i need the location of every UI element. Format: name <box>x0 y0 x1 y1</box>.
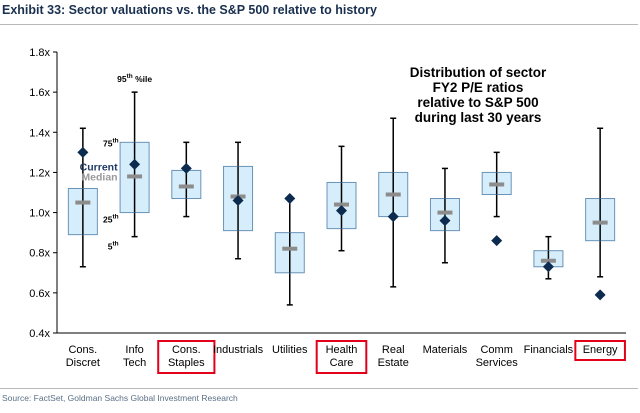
annotation-95th-part: 95 <box>117 74 127 84</box>
chart-headline-line: Distribution of sector <box>410 65 547 80</box>
current-marker <box>129 158 141 170</box>
annotation-95th-percentile: 95th %ile <box>117 73 152 84</box>
highlight-frame <box>315 340 368 374</box>
x-category-label: Financials <box>524 344 574 356</box>
y-tick-label: 1.4x <box>29 127 50 139</box>
annotation-25th-percentile-suffix: th <box>112 214 118 221</box>
annotation-75th-percentile: 75th <box>103 137 119 148</box>
axes: 0.4x0.6x0.8x1.0x1.2x1.4x1.6x1.8xCons.Dis… <box>29 47 626 374</box>
y-tick-label: 1.6x <box>29 87 50 99</box>
median-marker <box>489 182 505 187</box>
title-divider <box>0 24 638 25</box>
y-tick-label: 0.8x <box>29 248 50 260</box>
x-category-label: Cons. <box>172 344 201 356</box>
median-marker <box>540 258 556 263</box>
y-tick-label: 0.4x <box>29 328 50 340</box>
x-category-label: Utilities <box>272 344 308 356</box>
x-category-label: Info <box>125 344 143 356</box>
x-category-label: Tech <box>123 357 146 369</box>
sector-valuation-box-chart: 0.4x0.6x0.8x1.0x1.2x1.4x1.6x1.8xCons.Dis… <box>29 47 626 374</box>
y-tick-label: 1.0x <box>29 208 50 220</box>
x-category-label: Discret <box>66 357 100 369</box>
current-marker <box>439 215 451 227</box>
current-marker <box>77 146 89 158</box>
current-marker <box>232 195 244 207</box>
median-marker <box>385 192 401 197</box>
current-marker <box>284 193 296 205</box>
median-marker <box>282 246 298 251</box>
y-tick-label: 1.2x <box>29 167 50 179</box>
current-marker <box>180 162 192 174</box>
highlight-frame <box>157 340 216 374</box>
annotation-25th-percentile-value: 25 <box>103 215 113 225</box>
annotation-5th-percentile-suffix: th <box>112 241 118 248</box>
source-divider <box>0 388 638 389</box>
annotation-5th-percentile-value: 5 <box>108 242 113 252</box>
highlight-frame <box>574 340 626 361</box>
annotation-95th-part: th <box>127 73 133 80</box>
median-marker <box>127 174 143 179</box>
exhibit-title: Exhibit 33: Sector valuations vs. the S&… <box>2 3 377 17</box>
source-note: Source: FactSet, Goldman Sachs Global In… <box>2 393 238 403</box>
median-marker <box>334 202 349 207</box>
x-category-label: Comm <box>480 344 512 356</box>
median-marker <box>75 200 91 205</box>
x-category-label: Cons. <box>68 344 97 356</box>
current-marker <box>336 205 347 217</box>
chart-headline-line: FY2 P/E ratios <box>433 80 524 95</box>
legend-median-label: Median <box>81 171 117 183</box>
chart-headline-line: relative to S&P 500 <box>417 95 538 110</box>
y-tick-label: 0.6x <box>29 288 50 300</box>
chart-headline-line: during last 30 years <box>415 110 542 125</box>
annotation-95th-part: %ile <box>133 74 153 84</box>
x-category-label: Care <box>330 357 354 369</box>
annotation-75th-percentile-suffix: th <box>112 137 118 144</box>
x-category-label: Materials <box>423 344 468 356</box>
x-category-label: Services <box>476 357 519 369</box>
x-category-label: Energy <box>583 344 618 356</box>
current-marker <box>542 261 554 273</box>
annotation-5th-percentile: 5th <box>108 241 119 252</box>
x-category-label: Real <box>382 344 405 356</box>
x-category-label: Health <box>326 344 358 356</box>
annotation-25th-percentile: 25th <box>103 214 119 225</box>
current-marker <box>387 211 399 223</box>
x-category-label: Staples <box>168 357 205 369</box>
box-plot-marks <box>67 91 616 306</box>
current-marker <box>491 235 503 247</box>
current-marker <box>594 289 606 301</box>
median-marker <box>592 220 608 225</box>
annotation-75th-percentile-value: 75 <box>103 138 113 148</box>
median-marker <box>437 210 453 215</box>
median-marker <box>178 184 194 189</box>
x-category-label: Estate <box>378 357 409 369</box>
legend-current-label: Current <box>80 161 118 173</box>
x-category-label: Industrials <box>213 344 264 356</box>
y-tick-label: 1.8x <box>29 47 50 59</box>
